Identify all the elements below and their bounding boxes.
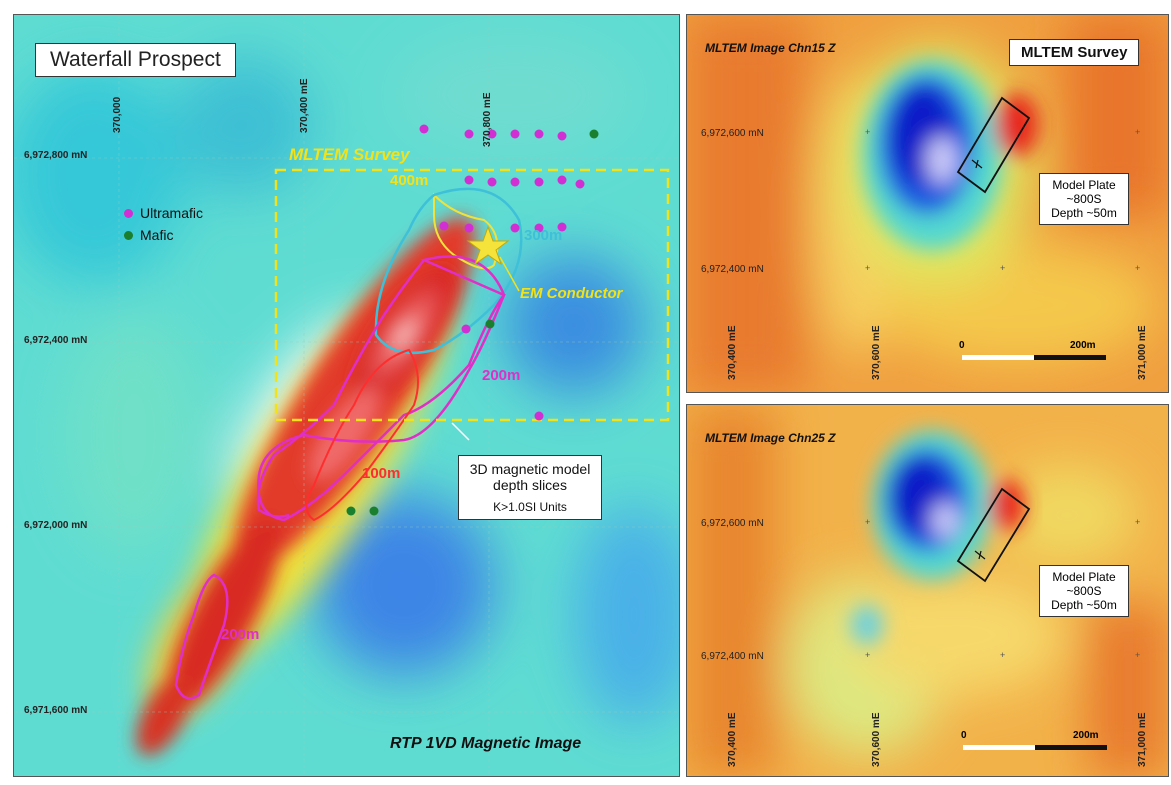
northing-label-1: 6,972,800 mN	[24, 150, 88, 161]
contour-label-400m: 400m	[390, 172, 429, 189]
survey-label: MLTEM Survey	[289, 145, 410, 164]
svg-text:+: +	[1135, 517, 1140, 527]
model-callout-line1: 3D magnetic model	[469, 461, 591, 477]
svg-text:+: +	[1135, 127, 1140, 137]
inset-easting-2: 370,600 mE	[871, 712, 882, 768]
mafic-dot-icon	[124, 230, 133, 240]
model-plate-callout: Model Plate ~800S Depth ~50m	[1039, 173, 1129, 225]
contour-100m	[305, 348, 419, 522]
inset-easting-2: 370,600 mE	[871, 325, 882, 381]
em-conductor-star	[466, 225, 510, 266]
model-plate-callout: Model Plate ~800S Depth ~50m	[1039, 565, 1129, 617]
svg-text:+: +	[1135, 650, 1140, 660]
inset-easting-1: 370,400 mE	[727, 712, 738, 768]
bottom-inset-panel: + + + + + MLTEM Image Chn25 Z 6,972,600 mN …	[686, 404, 1169, 777]
legend-item-ultramafic: Ultramafic	[124, 205, 203, 221]
contour-300m	[374, 187, 523, 355]
model-plate-outline	[956, 96, 1031, 194]
ultramafic-points	[419, 124, 585, 421]
model-callout-line3: K>1.0SI Units	[493, 500, 567, 514]
contour-label-200m-lower: 200m	[221, 626, 260, 643]
contour-label-100m: 100m	[362, 465, 401, 482]
inset-northing-2: 6,972,400 mN	[701, 264, 764, 275]
model-callout: 3D magnetic model depth slices K>1.0SI U…	[458, 455, 602, 520]
contour-label-300m: 300m	[524, 227, 563, 244]
scale-start-label: 0	[961, 730, 967, 741]
northing-label-4: 6,971,600 mN	[24, 705, 88, 716]
legend-label-mafic: Mafic	[140, 227, 174, 243]
easting-label-370800: 370,800 mE	[482, 92, 493, 148]
model-plate-line1: Model Plate	[1052, 178, 1116, 192]
magnetic-image	[14, 15, 679, 776]
svg-text:+: +	[865, 263, 870, 273]
conductor-label: EM Conductor	[520, 285, 623, 302]
model-plate-line2: ~800S	[1066, 584, 1102, 598]
svg-text:+: +	[865, 517, 870, 527]
model-callout-line2: depth slices	[493, 477, 567, 493]
ultramafic-dot-icon	[124, 208, 133, 218]
mafic-points	[346, 129, 599, 516]
easting-label-370400: 370,400 mE	[299, 78, 310, 134]
scale-end-label: 200m	[1073, 730, 1099, 741]
model-plate-line3: Depth ~50m	[1051, 598, 1117, 612]
model-plate-outline	[956, 487, 1031, 583]
inset-easting-3: 371,000 mE	[1137, 712, 1148, 768]
svg-text:+: +	[1135, 263, 1140, 273]
inset-easting-1: 370,400 mE	[727, 325, 738, 381]
model-plate-line2: ~800S	[1066, 192, 1102, 206]
northing-label-3: 6,972,000 mN	[24, 520, 88, 531]
inset-northing-2: 6,972,400 mN	[701, 651, 764, 662]
mltem-image-chn15: + + + + +	[687, 15, 1168, 392]
contour-label-200m-upper: 200m	[482, 367, 521, 384]
model-plate-line1: Model Plate	[1052, 570, 1116, 584]
easting-label-370000: 370,000	[112, 96, 123, 133]
scale-start-label: 0	[959, 340, 965, 351]
svg-text:+: +	[865, 650, 870, 660]
mltem-badge: MLTEM Survey	[1009, 39, 1140, 66]
legend: Ultramafic Mafic	[124, 205, 203, 243]
inset-title: MLTEM Image Chn25 Z	[705, 431, 836, 445]
legend-item-mafic: Mafic	[124, 227, 203, 243]
contour-400m	[433, 192, 499, 270]
northing-label-2: 6,972,400 mN	[24, 335, 88, 346]
svg-text:+: +	[865, 127, 870, 137]
contour-200m-upper	[257, 255, 506, 522]
inset-title: MLTEM Image Chn15 Z	[705, 41, 836, 55]
map-caption: RTP 1VD Magnetic Image	[390, 735, 582, 752]
inset-northing-1: 6,972,600 mN	[701, 128, 764, 139]
main-map-panel: Waterfall Prospect 370,000 370,400 mE 37…	[13, 14, 680, 777]
contour-200m-lower	[174, 573, 229, 700]
top-inset-panel: + + + + + MLTEM Image Chn15 Z MLTEM Survey …	[686, 14, 1169, 393]
map-title: Waterfall Prospect	[35, 43, 236, 77]
svg-text:+: +	[1000, 650, 1005, 660]
svg-text:+: +	[1000, 263, 1005, 273]
legend-label-ultramafic: Ultramafic	[140, 205, 204, 221]
model-plate-line3: Depth ~50m	[1051, 206, 1117, 220]
inset-easting-3: 371,000 mE	[1137, 325, 1148, 381]
scale-end-label: 200m	[1070, 340, 1096, 351]
inset-northing-1: 6,972,600 mN	[701, 518, 764, 529]
mltem-survey-box	[274, 168, 670, 422]
